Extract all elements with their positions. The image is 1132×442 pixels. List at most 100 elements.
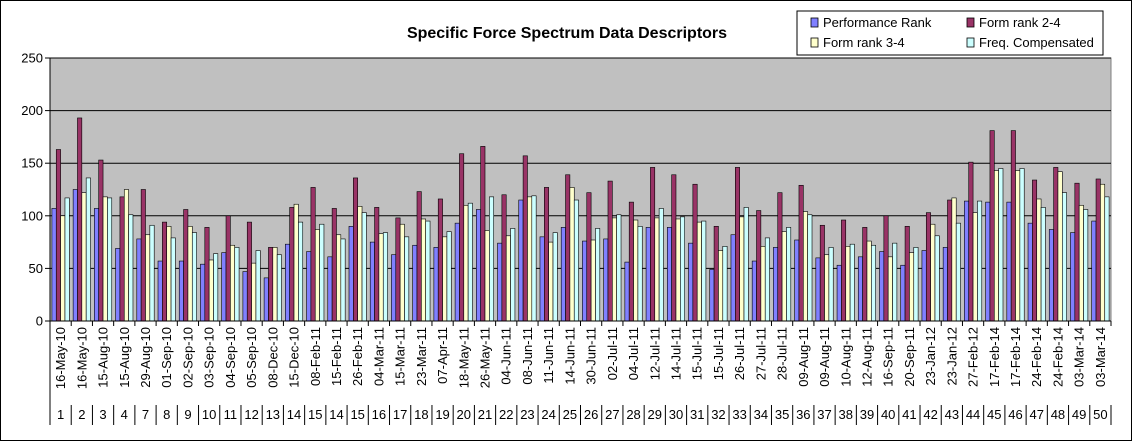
bar (399, 223, 405, 322)
bar (467, 202, 473, 322)
bar (340, 238, 346, 322)
x-tick-label-number: 21 (478, 407, 492, 422)
x-tick-label-number: 18 (414, 407, 428, 422)
bar (1083, 209, 1089, 322)
x-tick-label-number: 41 (902, 407, 916, 422)
x-tick-label-number: 47 (1029, 407, 1043, 422)
x-tick-label-date: 15-Jul-11 (711, 327, 726, 380)
x-tick-label-number: 46 (1008, 407, 1022, 422)
x-tick-label-number: 23 (520, 407, 534, 422)
bar (170, 237, 176, 322)
bar (1057, 171, 1063, 322)
bar (730, 234, 736, 322)
bar (666, 227, 672, 322)
x-tick-label-number: 7 (142, 407, 149, 422)
bar (442, 236, 448, 322)
x-tick-label-date: 23-Jan-12 (944, 327, 959, 386)
bar (887, 256, 893, 322)
bar (866, 240, 872, 322)
bar (807, 214, 813, 322)
bar (357, 206, 363, 322)
bar (633, 219, 639, 322)
bar (1070, 232, 1076, 322)
x-tick-label-date: 10-Aug-11 (838, 327, 853, 387)
bar (739, 216, 745, 322)
bar (925, 212, 931, 322)
x-tick-label-number: 50 (1093, 407, 1107, 422)
bar (777, 192, 783, 322)
bar (565, 174, 571, 322)
bar (675, 218, 681, 322)
x-tick-label-date: 15-Aug-10 (117, 327, 132, 388)
bar (972, 212, 978, 322)
bar (251, 262, 257, 322)
bar (314, 229, 320, 322)
bar (518, 199, 524, 322)
x-tick-label-date: 09-Aug-11 (817, 327, 832, 387)
bar (183, 209, 189, 322)
bar (480, 146, 486, 322)
legend-label: Form rank 2-4 (979, 15, 1061, 30)
x-tick-label-number: 4 (121, 407, 128, 422)
x-tick-label-number: 49 (1072, 407, 1086, 422)
bar (1078, 204, 1084, 322)
x-tick-label-date: 17-Feb-14 (987, 327, 1002, 387)
bar (276, 254, 282, 322)
y-tick-label: 50 (29, 261, 43, 276)
bar (947, 199, 953, 322)
bar (751, 260, 757, 322)
bar (569, 187, 575, 322)
bar (1048, 229, 1054, 322)
bar (208, 259, 214, 322)
bar (548, 241, 554, 322)
bar (107, 197, 113, 322)
bar (586, 192, 592, 322)
bar (412, 244, 418, 322)
bar (628, 201, 634, 322)
x-tick-label-number: 9 (184, 407, 191, 422)
bar (624, 261, 630, 322)
bar (773, 247, 779, 322)
bar (246, 221, 252, 322)
x-tick-label-date: 04-Sep-10 (223, 327, 238, 388)
bar (998, 168, 1004, 322)
x-tick-label-number: 12 (244, 407, 258, 422)
bar (166, 226, 172, 322)
bar (60, 215, 66, 322)
x-tick-label-date: 24-Feb-14 (1029, 327, 1044, 387)
x-tick-label-date: 20-Sep-11 (902, 327, 917, 387)
x-tick-label-date: 29-Aug-10 (138, 327, 153, 388)
bar (798, 184, 804, 322)
bar (242, 271, 248, 322)
bar (285, 243, 290, 322)
x-tick-label-date: 08-Dec-10 (265, 327, 280, 388)
bar (437, 198, 443, 322)
bar (595, 228, 601, 322)
bar (849, 243, 855, 322)
x-tick-label-date: 15-Aug-10 (96, 327, 111, 388)
bar (743, 207, 749, 322)
x-tick-label-number: 36 (796, 407, 810, 422)
bar (293, 203, 299, 322)
bar (560, 227, 566, 322)
bar (123, 189, 129, 322)
bar (539, 236, 545, 322)
bar (1100, 183, 1106, 322)
bar (955, 222, 961, 322)
bar (425, 220, 431, 322)
bar (1095, 178, 1101, 322)
bar (616, 214, 622, 322)
bar (845, 246, 851, 322)
bar (883, 215, 889, 322)
bar (204, 227, 210, 322)
x-tick-label-date: 15-Mar-11 (393, 327, 408, 386)
bar (544, 187, 549, 322)
x-tick-label-date: 26-May-11 (478, 327, 493, 388)
x-tick-label-date: 14-Jul-11 (668, 327, 683, 380)
x-tick-label-date: 04-Mar-11 (371, 327, 386, 386)
x-tick-label-number: 39 (860, 407, 874, 422)
y-tick-label: 0 (36, 314, 43, 329)
x-tick-label-number: 27 (605, 407, 619, 422)
bar (764, 237, 770, 322)
bar (200, 263, 206, 322)
